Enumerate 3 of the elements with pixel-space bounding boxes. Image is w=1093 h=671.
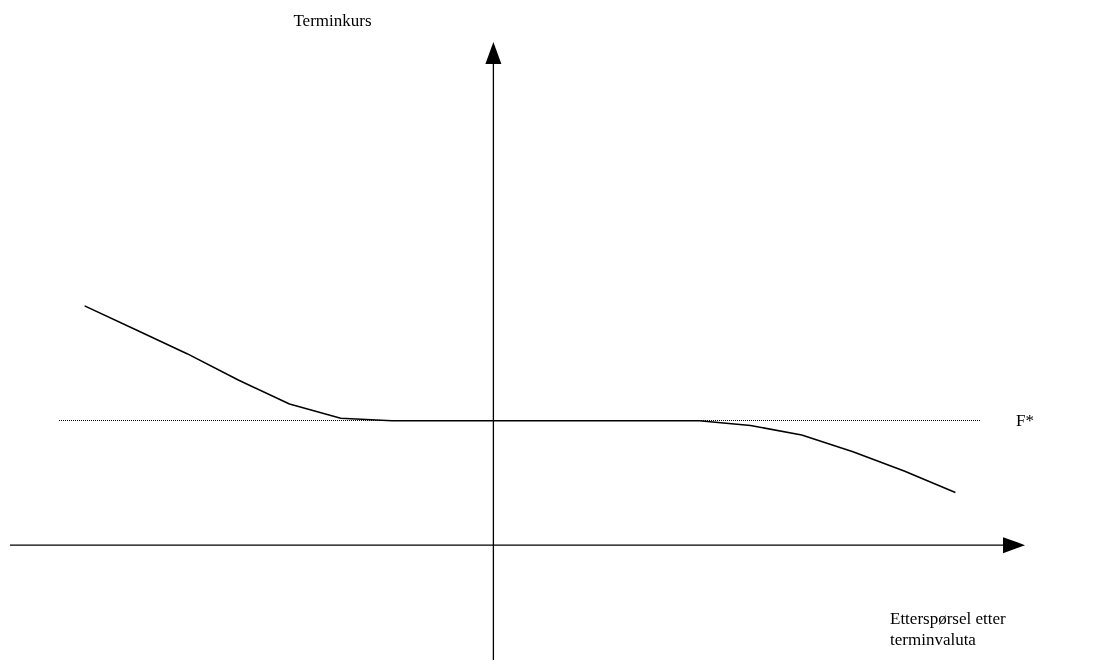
text: Terminkurs — [293, 11, 372, 30]
ref-line-label: F* — [1016, 411, 1034, 431]
x-axis-title: Etterspørsel etter terminvaluta — [890, 609, 1010, 649]
